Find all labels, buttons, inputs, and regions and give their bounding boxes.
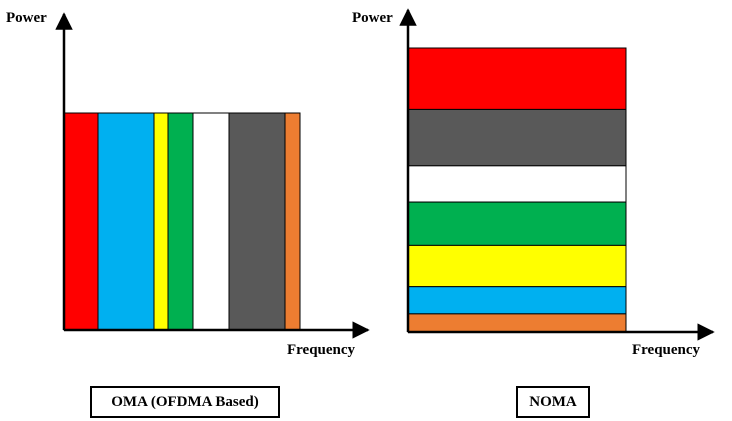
noma-layer-5 xyxy=(407,244,627,288)
noma-layer-3 xyxy=(407,165,627,203)
noma-layer-7 xyxy=(407,313,627,333)
noma-layer-1 xyxy=(407,47,627,110)
noma-layer-6 xyxy=(407,286,627,315)
oma-panel: Power Frequency xyxy=(6,10,370,358)
oma-frequency-blocks xyxy=(63,112,301,331)
oma-block-1 xyxy=(63,112,99,331)
oma-caption: OMA (OFDMA Based) xyxy=(90,386,280,418)
noma-power-label: Power xyxy=(352,10,393,26)
noma-power-layers xyxy=(407,47,627,333)
oma-block-3 xyxy=(153,112,169,331)
oma-power-label: Power xyxy=(6,10,47,26)
noma-layer-2 xyxy=(407,108,627,167)
oma-block-2 xyxy=(97,112,155,331)
noma-panel: Power Frequency xyxy=(352,8,715,358)
noma-frequency-label: Frequency xyxy=(632,342,701,358)
noma-caption: NOMA xyxy=(516,386,590,418)
oma-frequency-label: Frequency xyxy=(287,342,356,358)
oma-block-6 xyxy=(228,112,286,331)
oma-block-7 xyxy=(284,112,301,331)
noma-layer-4 xyxy=(407,201,627,246)
oma-block-5 xyxy=(192,112,230,331)
oma-block-4 xyxy=(167,112,194,331)
